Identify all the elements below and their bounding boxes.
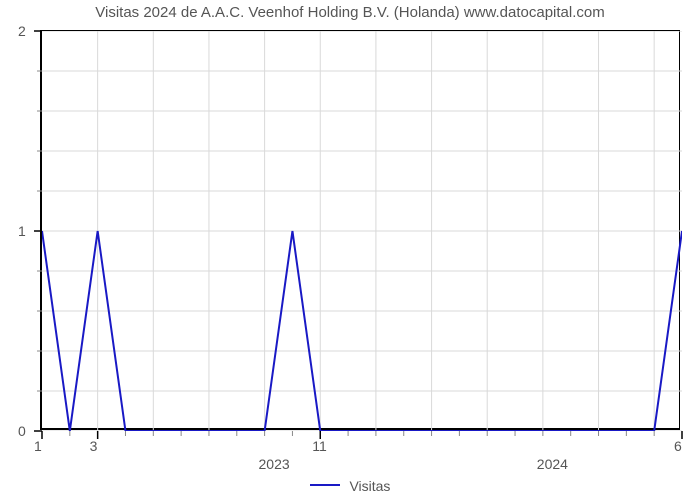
legend-label: Visitas <box>349 478 390 494</box>
x-tick-label: 3 <box>90 438 98 454</box>
legend: Visitas <box>0 478 700 494</box>
y-tick-label: 0 <box>18 423 26 439</box>
x-year-label: 2024 <box>537 456 568 472</box>
x-tick-label: 6 <box>674 438 682 454</box>
y-tick-label: 1 <box>18 223 26 239</box>
x-tick-label: 11 <box>312 438 327 454</box>
plot-area <box>40 30 680 430</box>
chart-title: Visitas 2024 de A.A.C. Veenhof Holding B… <box>0 4 700 21</box>
x-year-label: 2023 <box>259 456 290 472</box>
y-tick-label: 2 <box>18 23 26 39</box>
x-tick-label: 1 <box>34 438 42 454</box>
plot-svg <box>42 31 682 431</box>
legend-swatch <box>310 484 340 486</box>
